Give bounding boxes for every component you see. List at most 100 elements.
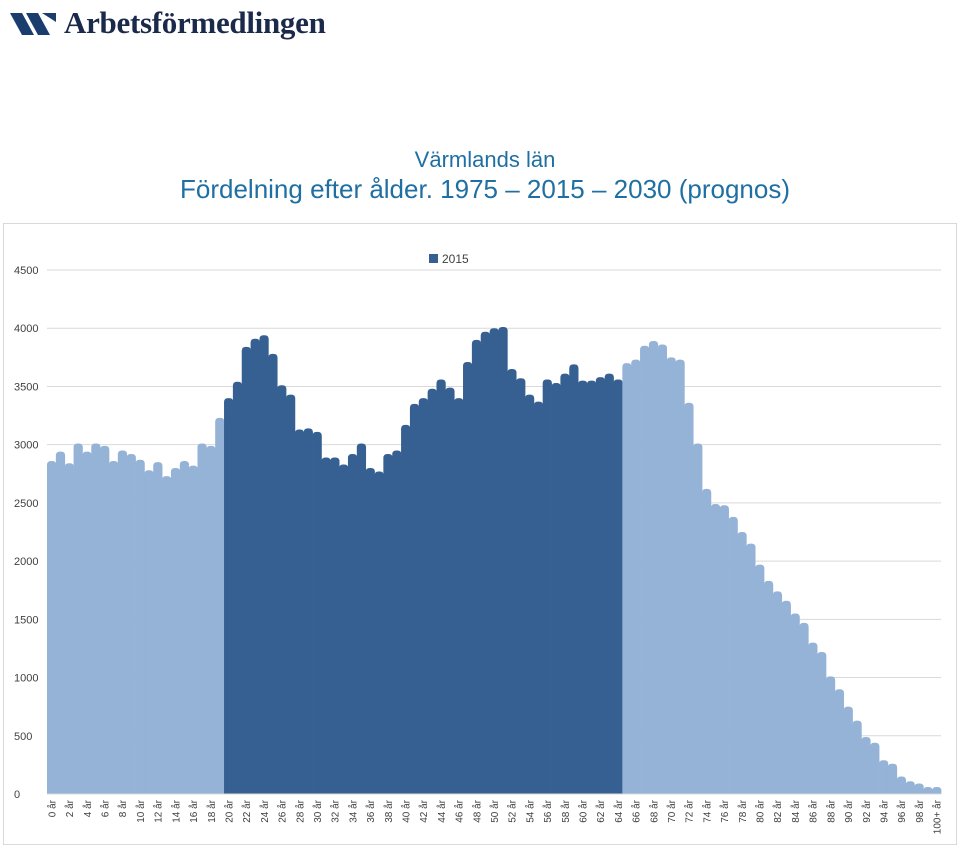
logo-mark-icon: [10, 13, 56, 35]
x-tick-label: 4 år: [82, 799, 94, 817]
x-tick-label: 36 år: [365, 799, 377, 822]
bar: [339, 464, 349, 794]
bar: [197, 443, 207, 794]
x-tick-label: 16 år: [188, 799, 200, 822]
x-tick-label: 48 år: [471, 799, 483, 822]
bar: [914, 783, 924, 794]
x-tick-label: 44 år: [436, 799, 448, 822]
bar: [471, 339, 482, 794]
y-tick-label: 1500: [14, 614, 38, 626]
bar: [834, 689, 845, 794]
bar: [586, 380, 597, 794]
bar: [285, 394, 296, 794]
bar: [524, 394, 535, 794]
bar: [746, 543, 756, 794]
bar: [896, 776, 906, 794]
bar: [560, 373, 570, 794]
bar: [843, 706, 853, 794]
x-tick-label: 100+ år: [932, 799, 944, 834]
x-tick-label: 10 år: [135, 799, 147, 822]
y-tick-label: 2500: [14, 498, 38, 510]
bar: [657, 344, 668, 794]
x-tick-label: 78 år: [737, 799, 749, 822]
x-tick-label: 22 år: [241, 799, 253, 822]
x-tick-label: 86 år: [808, 799, 820, 822]
x-tick-label: 18 år: [206, 799, 218, 822]
logo: Arbetsförmedlingen: [8, 4, 326, 42]
bar: [241, 346, 251, 794]
x-tick-label: 26 år: [277, 799, 289, 822]
x-tick-label: 12 år: [153, 799, 165, 822]
x-tick-label: 38 år: [383, 799, 395, 822]
bar: [489, 328, 499, 794]
x-tick-label: 46 år: [454, 799, 466, 822]
x-tick-label: 8 år: [117, 799, 129, 817]
bar: [542, 379, 552, 794]
y-tick-label: 3500: [14, 381, 38, 393]
bar: [640, 345, 650, 794]
bar: [162, 476, 172, 794]
bar: [117, 450, 128, 794]
bar: [418, 398, 429, 794]
x-tick-label: 70 år: [666, 799, 678, 822]
bar: [144, 470, 154, 794]
chart-frame: 0 500 1000 1500 2000 2500 3000 3500 4000 4500 0 år…: [3, 223, 957, 845]
bar: [100, 445, 110, 794]
x-tick-label: 32 år: [330, 799, 342, 822]
bar: [772, 591, 783, 794]
x-tick-label: 58 år: [560, 799, 572, 822]
x-tick-label: 50 år: [489, 799, 501, 822]
x-tick-label: 42 år: [418, 799, 430, 822]
x-tick-label: 2 år: [64, 799, 76, 817]
bar: [436, 379, 446, 794]
bar: [808, 642, 818, 794]
x-tick-label: 14 år: [170, 799, 182, 822]
x-tick-label: 30 år: [312, 799, 324, 822]
bar: [108, 460, 119, 794]
bar: [648, 341, 659, 794]
bar: [905, 781, 915, 794]
bar: [578, 380, 588, 794]
x-tick-label: 88 år: [825, 799, 837, 822]
bar: [427, 388, 437, 794]
bar: [737, 532, 747, 794]
bar: [277, 385, 287, 794]
y-tick-label: 4500: [14, 265, 38, 277]
bar: [206, 445, 216, 794]
bar: [64, 463, 74, 794]
bar: [507, 368, 517, 794]
x-tick-label: 84 år: [790, 799, 802, 822]
y-tick-label: 500: [14, 731, 32, 743]
bar: [870, 742, 880, 794]
logo-text: Arbetsförmedlingen: [64, 5, 326, 40]
bar: [781, 600, 791, 794]
age-distribution-chart: 0 500 1000 1500 2000 2500 3000 3500 4000 4500 0 år…: [14, 252, 944, 834]
y-tick-label: 2000: [14, 556, 38, 568]
x-tick-label: 94 år: [878, 799, 890, 822]
x-tick-label: 98 år: [914, 799, 926, 822]
bar: [365, 467, 375, 794]
bar: [179, 460, 190, 794]
bar: [702, 488, 712, 794]
bar: [91, 443, 101, 794]
bar: [613, 379, 623, 794]
bar: [631, 359, 641, 794]
x-tick-label: 68 år: [648, 799, 660, 822]
x-tick-label: 28 år: [294, 799, 306, 822]
x-tick-label: 80 år: [755, 799, 767, 822]
y-tick-label: 0: [14, 789, 20, 801]
x-tick-label: 82 år: [772, 799, 784, 822]
bar: [728, 516, 738, 794]
bar: [693, 443, 703, 794]
x-tick-label: 54 år: [524, 799, 536, 822]
bar: [188, 465, 198, 794]
x-tick-label: 56 år: [542, 799, 554, 822]
bar: [82, 451, 92, 794]
bar: [622, 363, 632, 794]
x-tick-label: 52 år: [507, 799, 519, 822]
bar: [852, 720, 862, 794]
bar: [480, 331, 490, 794]
x-tick-label: 72 år: [684, 799, 696, 822]
x-tick-label: 40 år: [400, 799, 412, 822]
bar: [533, 401, 544, 794]
